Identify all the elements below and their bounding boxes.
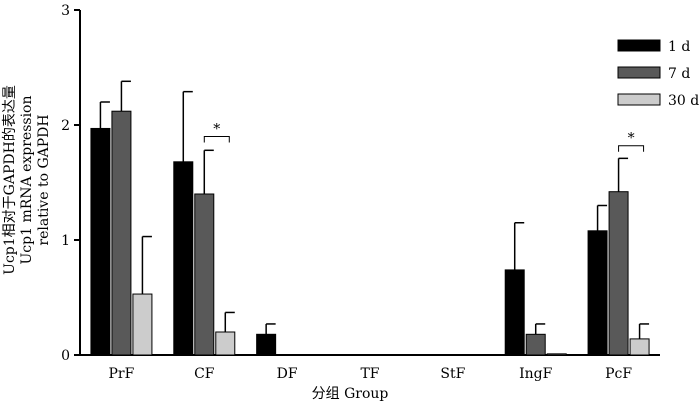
plot-area: 0 1 2 3 PrF CF DF TF StF IngF PcF * *: [61, 3, 660, 382]
y-tick-label: 2: [61, 118, 70, 134]
bar-30d-IngF: [546, 353, 567, 356]
bar-30d-PrF: [132, 293, 153, 356]
y-axis-label: Ucp1相对于GAPDH的表达量 Ucp1 mRNA expression re…: [2, 85, 52, 275]
bar-1d-DF: [256, 333, 277, 356]
significance-marker: *: [213, 122, 220, 138]
bar-1d-PcF: [587, 230, 608, 356]
significance-bracket: [203, 136, 230, 143]
x-tick-label: DF: [277, 366, 298, 382]
bar-30d-PcF: [629, 338, 650, 356]
legend-swatch: [617, 93, 661, 106]
x-tick-label: PrF: [109, 366, 135, 382]
x-tick-label: StF: [440, 366, 465, 382]
x-axis-label: 分组 Group: [312, 386, 389, 402]
x-tick-label: CF: [194, 366, 215, 382]
y-axis-label-line: relative to GAPDH: [36, 114, 52, 245]
bar-7d-IngF: [525, 333, 546, 356]
y-axis-label-line: Ucp1 mRNA expression: [19, 96, 35, 265]
bar-7d-PcF: [608, 191, 629, 356]
bar-1d-PrF: [90, 127, 111, 356]
legend-swatch: [617, 66, 661, 79]
y-tick-label: 1: [61, 233, 70, 249]
bar-7d-PrF: [111, 110, 132, 356]
legend-swatch: [617, 39, 661, 52]
bar-1d-CF: [173, 161, 194, 356]
significance-bracket: [618, 145, 645, 152]
x-tick-label: TF: [360, 366, 379, 382]
bar-30d-CF: [215, 331, 236, 356]
x-tick-label: PcF: [605, 366, 632, 382]
y-tick-label: 3: [61, 3, 70, 19]
x-tick-label: IngF: [519, 366, 553, 382]
bar-7d-CF: [194, 193, 215, 356]
legend-label: 1 d: [668, 39, 690, 55]
legend-label: 30 d: [668, 93, 699, 109]
significance-marker: *: [628, 131, 635, 147]
y-tick-label: 0: [61, 348, 70, 364]
y-axis-label-line: Ucp1相对于GAPDH的表达量: [2, 85, 18, 275]
bar-1d-IngF: [504, 269, 525, 356]
legend-label: 7 d: [668, 66, 690, 82]
legend: 1 d 7 d 30 d: [617, 39, 699, 109]
